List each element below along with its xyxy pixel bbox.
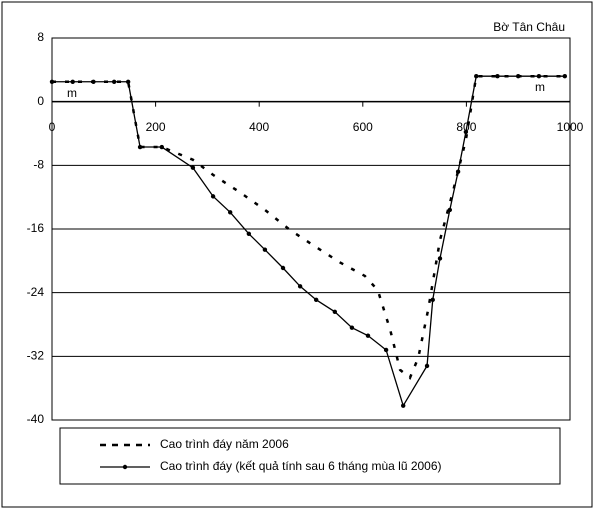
marker (474, 74, 479, 79)
x-tick-label: 600 (353, 120, 373, 134)
marker (401, 403, 406, 408)
legend-marker (122, 464, 128, 470)
marker (159, 144, 165, 150)
marker (383, 347, 389, 353)
y-tick-label: 8 (37, 30, 44, 44)
y-tick-label: -32 (27, 349, 45, 363)
unit-label: m (535, 80, 545, 94)
marker (210, 194, 216, 199)
marker (190, 165, 196, 170)
marker (516, 74, 521, 79)
marker (70, 79, 75, 84)
y-tick-label: 0 (37, 94, 44, 108)
marker (349, 325, 355, 330)
legend-label: Cao trình đáy (kết quả tính sau 6 tháng … (160, 459, 442, 473)
marker (111, 79, 117, 84)
annotation: Bờ Tân Châu (493, 20, 565, 34)
x-tick-label: 0 (49, 120, 56, 134)
marker (495, 74, 500, 79)
y-tick-label: -8 (33, 158, 44, 172)
y-tick-label: -40 (27, 412, 45, 426)
marker (297, 284, 303, 289)
y-tick-label: -16 (27, 221, 45, 235)
marker (49, 79, 55, 84)
marker (227, 210, 233, 215)
x-tick-label: 200 (146, 120, 166, 134)
y-tick-label: -24 (27, 285, 45, 299)
marker (137, 144, 143, 150)
legend-label: Cao trình đáy năm 2006 (160, 437, 289, 451)
marker (365, 333, 371, 338)
marker (332, 309, 338, 314)
marker (246, 231, 252, 236)
marker (262, 247, 268, 252)
marker (536, 74, 542, 79)
marker (455, 169, 461, 174)
marker (280, 265, 286, 271)
marker (91, 79, 96, 84)
marker (430, 297, 435, 303)
unit-label: m (67, 86, 77, 100)
series-line (52, 74, 565, 380)
marker (424, 363, 430, 369)
marker (463, 129, 469, 135)
marker (125, 79, 131, 84)
legend-box (59, 427, 561, 485)
marker (313, 297, 319, 303)
marker (562, 74, 568, 79)
marker (437, 256, 443, 261)
x-tick-label: 1000 (557, 120, 584, 134)
x-tick-label: 400 (249, 120, 269, 134)
marker (447, 207, 453, 213)
